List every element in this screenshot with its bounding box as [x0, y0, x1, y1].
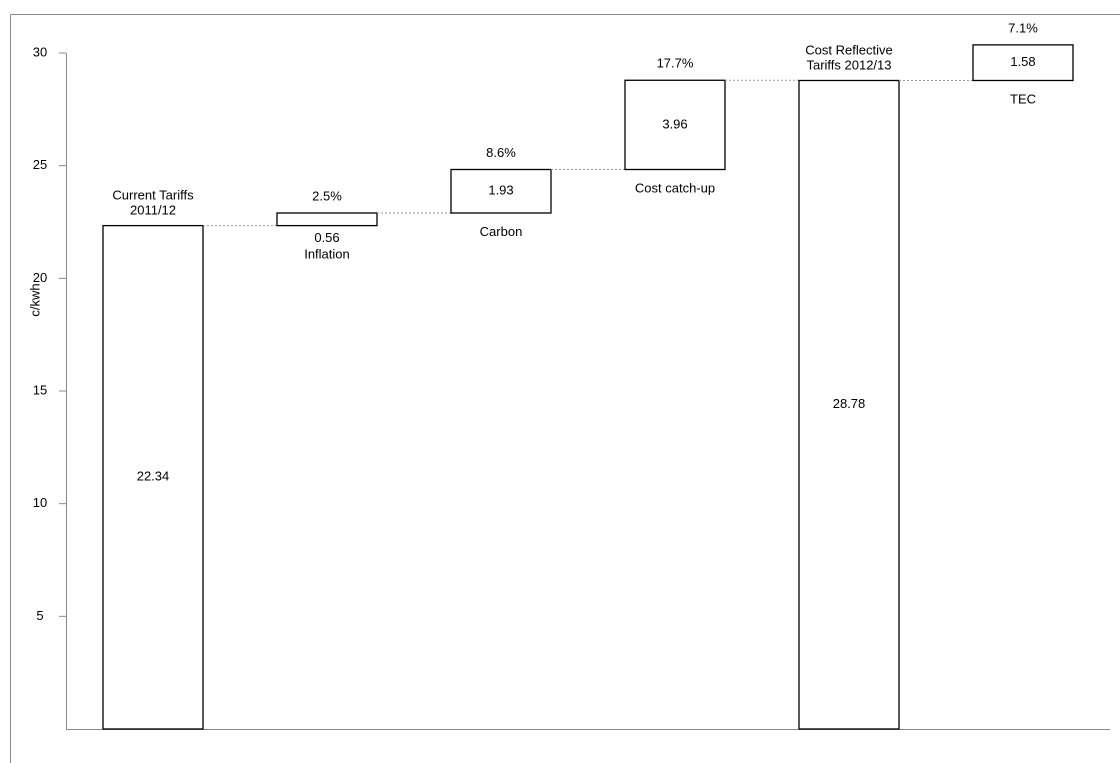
- y-tick-label: 15: [33, 382, 47, 397]
- change-label: 17.7%: [657, 56, 694, 71]
- bar: [624, 79, 726, 171]
- y-axis-title: c/kwh: [27, 283, 42, 316]
- bar: [972, 44, 1074, 82]
- category-label: Cost Reflective Tariffs 2012/13: [805, 43, 892, 73]
- category-label: Cost catch-up: [635, 181, 715, 196]
- bar-value: 1.93: [488, 183, 513, 198]
- bar-value: 1.58: [1010, 54, 1035, 69]
- category-label: Carbon: [480, 224, 523, 239]
- y-tick-label: 5: [36, 608, 43, 623]
- bar-value: 3.96: [662, 116, 687, 131]
- bar: [102, 224, 204, 730]
- y-tick-label: 20: [33, 270, 47, 285]
- change-label: 8.6%: [486, 145, 516, 160]
- change-label: 2.5%: [312, 188, 342, 203]
- bar-value: 28.78: [833, 396, 866, 411]
- change-label: 7.1%: [1008, 20, 1038, 35]
- category-label: TEC: [1010, 92, 1036, 107]
- bar-value: 0.56: [314, 230, 339, 245]
- bar: [798, 79, 900, 730]
- bar-value: 22.34: [137, 469, 170, 484]
- y-tick-label: 30: [33, 44, 47, 59]
- bar: [450, 168, 552, 214]
- y-tick-label: 25: [33, 157, 47, 172]
- category-label: Current Tariffs 2011/12: [112, 188, 194, 218]
- category-label: Inflation: [304, 247, 350, 262]
- bar: [276, 212, 378, 227]
- y-tick-label: 10: [33, 495, 47, 510]
